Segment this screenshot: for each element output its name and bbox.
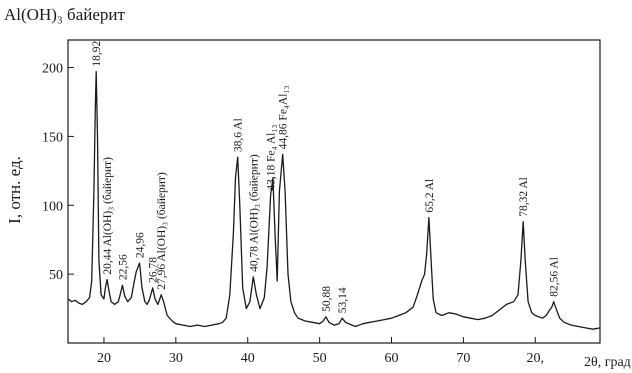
peak-label: 27,96 Al(OH)₃ (байерит) <box>156 172 168 290</box>
x-axis-label: 2θ, град <box>584 355 631 370</box>
x-tick-label: 20, <box>527 351 545 366</box>
x-tick-label: 50 <box>313 351 327 366</box>
peak-label: 18,92 <box>91 41 103 67</box>
peak-label: 43,18 Fe₄ Al₁₃ <box>266 125 278 191</box>
x-tick-label: 40 <box>241 351 255 366</box>
diffraction-pattern-line <box>67 71 601 330</box>
x-tick-label: 30 <box>169 351 183 366</box>
peak-label: 53,14 <box>337 287 349 313</box>
y-axis: 50 100 150 200 <box>42 62 74 283</box>
y-tick-label: 100 <box>42 199 63 214</box>
peak-label: 44,86 Fe₄Al₁₃ <box>278 86 290 150</box>
peak-label: 26,78 <box>148 257 160 283</box>
peak-annotations: 18,92 20,44 Al(OH)₃ (байерит) 22,56 24,9626… <box>91 41 561 314</box>
y-tick-label: 150 <box>42 130 63 145</box>
y-tick-label: 200 <box>42 62 63 77</box>
x-axis: 20 30 40 50 60 70 20, <box>97 337 544 366</box>
plot-frame <box>67 39 601 344</box>
peak-label: 78,32 Al <box>518 177 530 217</box>
peak-label: 65,2 Al <box>424 179 436 213</box>
peak-label: 24,96 <box>135 232 147 258</box>
peak-label: 40,78 Al(OH)₃ (байерит) <box>248 154 260 272</box>
peak-label: 38,6 Al <box>233 118 245 152</box>
chart-title: Al(OH)₃ байерит <box>4 5 125 24</box>
peak-label: 82,56 Al <box>549 257 561 297</box>
x-tick-label: 60 <box>385 351 399 366</box>
x-tick-label: 70 <box>456 351 470 366</box>
y-tick-label: 50 <box>49 268 63 283</box>
peak-label: 22,56 <box>117 254 129 280</box>
peak-label: 50,88 <box>321 286 333 312</box>
x-tick-label: 20 <box>97 351 111 366</box>
y-axis-label: I, отн. ед. <box>5 156 24 224</box>
peak-label: 20,44 Al(OH)₃ (байерит) <box>102 157 114 275</box>
